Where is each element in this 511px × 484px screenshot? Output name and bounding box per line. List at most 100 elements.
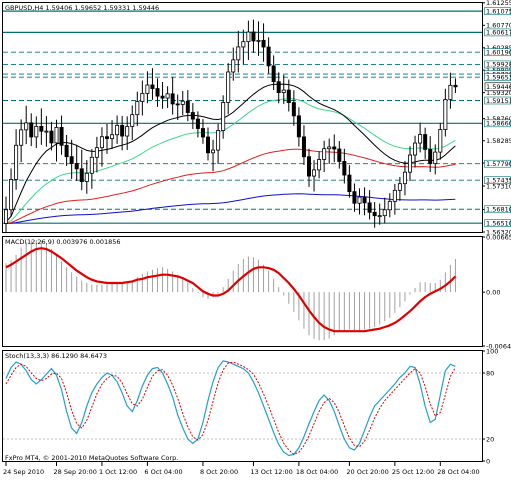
candle-body	[307, 157, 310, 176]
candle	[267, 37, 270, 73]
stoch-tick-label: 20	[486, 435, 494, 443]
candle	[358, 188, 361, 214]
candle-body	[378, 216, 381, 217]
time-tick-label: 25 Oct 12:00	[392, 468, 434, 476]
candle	[75, 145, 78, 181]
candle-body	[156, 89, 159, 97]
level-price-label: 1.59151	[485, 97, 511, 105]
time-tick-label: 13 Oct 12:00	[250, 468, 292, 476]
candle	[338, 141, 341, 168]
candle	[181, 91, 184, 115]
macd-tick-label: 0.00	[486, 288, 500, 296]
candle-body	[171, 94, 174, 104]
level-label-text: 1.60190	[486, 49, 511, 57]
candle-body	[131, 115, 134, 127]
candle-body	[95, 148, 98, 158]
candle-body	[9, 179, 12, 209]
candle-body	[65, 145, 68, 156]
time-tick-label: 6 Oct 04:00	[144, 468, 182, 476]
candle	[151, 68, 154, 100]
candle	[444, 89, 447, 137]
candle-body	[222, 102, 225, 130]
candle	[9, 168, 12, 216]
price-tick-label: 1.58285	[486, 137, 511, 145]
candle	[116, 116, 119, 144]
candle-body	[408, 155, 411, 172]
candle	[156, 78, 159, 106]
candle	[161, 82, 164, 109]
candle	[60, 116, 63, 155]
candle	[312, 160, 315, 191]
candle-body	[211, 150, 214, 153]
candle	[35, 116, 38, 148]
candle-body	[30, 123, 33, 137]
candle-body	[176, 104, 179, 105]
candle-body	[318, 159, 321, 169]
level-label-text: 1.61075	[486, 7, 511, 15]
stoch-tick-label: 0	[486, 457, 490, 465]
level-price-label: 1.61075	[485, 7, 511, 15]
level-price-label: 1.56810	[485, 206, 511, 214]
candle-body	[55, 127, 58, 143]
candle-body	[105, 137, 108, 139]
candle-body	[434, 152, 437, 164]
candle-body	[252, 32, 255, 41]
candle-body	[100, 137, 103, 148]
candle	[30, 113, 33, 146]
candle-body	[343, 161, 346, 175]
candle	[373, 202, 376, 228]
candle-body	[110, 135, 113, 139]
candle	[146, 71, 149, 103]
candle-body	[358, 197, 361, 203]
candle-body	[257, 40, 260, 41]
candle-body	[166, 94, 169, 98]
time-tick-label: 8 Oct 20:00	[200, 468, 238, 476]
candle-body	[227, 72, 230, 103]
candle-body	[267, 47, 270, 66]
candle-body	[262, 40, 265, 47]
level-label-text: 1.56510	[486, 219, 511, 227]
candle	[55, 120, 58, 162]
candle-body	[247, 32, 250, 42]
candle	[186, 90, 189, 121]
candle-body	[373, 212, 376, 215]
candle	[217, 124, 220, 164]
candle	[232, 48, 235, 81]
candle-body	[35, 126, 38, 137]
candle-body	[201, 129, 204, 138]
candle	[282, 75, 285, 104]
stoch-tick-label: 80	[486, 369, 494, 377]
candle	[348, 165, 351, 198]
candle	[297, 107, 300, 146]
macd-indicator	[6, 240, 455, 340]
candle	[454, 78, 457, 93]
candle	[171, 77, 174, 115]
candle-body	[75, 163, 78, 168]
candle	[247, 21, 250, 60]
candle-body	[146, 85, 149, 93]
time-tick-label: 20 Oct 20:00	[346, 468, 388, 476]
candle	[40, 108, 43, 144]
copyright-text: FxPro MT4, © 2001-2010 MetaQuotes Softwa…	[5, 454, 178, 462]
current-price-marker: 1.59446	[485, 83, 511, 91]
time-tick-label: 28 Sep 20:00	[54, 468, 97, 476]
candle-body	[413, 143, 416, 155]
candle	[45, 116, 48, 147]
candle	[307, 149, 310, 187]
candle-body	[121, 125, 124, 136]
candle	[110, 120, 113, 149]
level-price-label: 1.59928	[485, 61, 511, 69]
level-label-text: 1.60617	[486, 29, 511, 37]
candle-body	[20, 130, 23, 145]
candle-body	[348, 175, 351, 192]
candle	[333, 134, 336, 162]
candle	[424, 128, 427, 159]
candle	[25, 106, 28, 144]
candle	[353, 183, 356, 211]
candle-body	[50, 131, 53, 143]
candle-body	[368, 203, 371, 212]
candle-body	[136, 102, 139, 115]
candle	[302, 125, 305, 165]
